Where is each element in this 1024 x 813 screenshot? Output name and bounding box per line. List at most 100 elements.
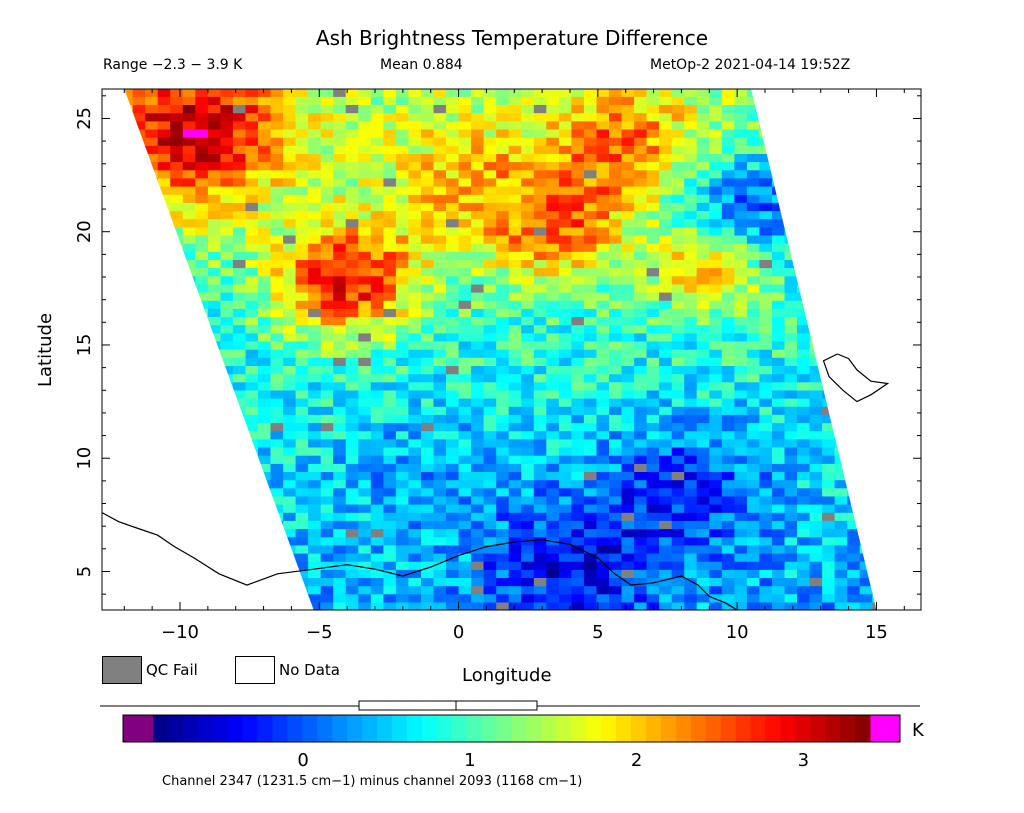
- heatmap-cell: [182, 373, 196, 383]
- heatmap-cell: [634, 137, 648, 146]
- heatmap-cell: [847, 275, 861, 285]
- heatmap-cell: [433, 495, 447, 505]
- heatmap-cell: [270, 202, 284, 212]
- heatmap-cell: [872, 479, 877, 489]
- heatmap-cell: [483, 251, 497, 260]
- heatmap-cell: [207, 89, 221, 97]
- heatmap-cell: [333, 512, 347, 521]
- heatmap-cell: [621, 536, 635, 546]
- heatmap-cell: [809, 455, 823, 464]
- heatmap-cell: [721, 430, 735, 440]
- heatmap-cell: [220, 316, 234, 326]
- heatmap-cell: [721, 89, 735, 97]
- heatmap-cell: [421, 406, 435, 415]
- heatmap-cell: [759, 202, 773, 212]
- heatmap-cell: [145, 438, 159, 448]
- heatmap-cell: [634, 406, 648, 415]
- heatmap-cell: [308, 324, 322, 334]
- heatmap-cell: [859, 381, 873, 391]
- heatmap-cell: [108, 586, 121, 595]
- heatmap-cell: [395, 120, 409, 130]
- heatmap-cell: [583, 552, 597, 562]
- colorbar-cell: [362, 715, 378, 742]
- heatmap-cell: [124, 373, 134, 383]
- heatmap-cell: [308, 128, 322, 138]
- heatmap-cell: [471, 430, 485, 440]
- heatmap-cell: [145, 234, 159, 244]
- qc-fail-cell: [232, 259, 246, 269]
- heatmap-cell: [558, 89, 572, 97]
- heatmap-cell: [609, 112, 623, 122]
- heatmap-cell: [671, 585, 685, 595]
- heatmap-cell: [182, 186, 196, 195]
- heatmap-cell: [671, 577, 685, 587]
- heatmap-cell: [634, 552, 648, 562]
- heatmap-cell: [872, 186, 877, 195]
- colorbar-slider[interactable]: [358, 700, 538, 711]
- heatmap-cell: [471, 292, 485, 301]
- heatmap-cell: [245, 528, 259, 538]
- heatmap-cell: [734, 218, 748, 228]
- heatmap-cell: [496, 120, 510, 130]
- heatmap-cell: [370, 292, 384, 301]
- heatmap-cell: [421, 128, 435, 138]
- heatmap-cell: [671, 226, 685, 236]
- heatmap-cell: [220, 275, 234, 285]
- heatmap-cell: [897, 227, 910, 236]
- heatmap-cell: [609, 601, 623, 610]
- heatmap-cell: [521, 202, 535, 212]
- heatmap-cell: [558, 365, 572, 375]
- heatmap-cell: [232, 512, 246, 521]
- heatmap-cell: [659, 414, 673, 424]
- heatmap-cell: [471, 349, 485, 358]
- heatmap-cell: [245, 601, 259, 610]
- heatmap-cell: [383, 104, 397, 114]
- heatmap-cell: [533, 406, 547, 415]
- heatmap-cell: [596, 218, 610, 228]
- heatmap-cell: [659, 601, 673, 610]
- heatmap-cell: [458, 177, 472, 187]
- heatmap-cell: [696, 275, 710, 285]
- heatmap-cell: [408, 357, 422, 366]
- heatmap-cell: [245, 340, 259, 350]
- heatmap-cell: [671, 430, 685, 440]
- heatmap-cell: [145, 552, 159, 562]
- heatmap-cell: [546, 104, 560, 114]
- heatmap-cell: [170, 104, 184, 114]
- heatmap-cell: [207, 243, 221, 252]
- heatmap-cell: [847, 234, 861, 244]
- heatmap-cell: [108, 145, 121, 154]
- heatmap-cell: [621, 373, 635, 383]
- heatmap-cell: [583, 479, 597, 489]
- heatmap-cell: [283, 300, 297, 309]
- heatmap-cell: [383, 487, 397, 497]
- heatmap-cell: [709, 552, 723, 562]
- heatmap-cell: [458, 357, 472, 366]
- heatmap-cell: [232, 137, 246, 146]
- heatmap-cell: [847, 552, 861, 562]
- heatmap-cell: [659, 153, 673, 163]
- heatmap-cell: [446, 316, 460, 326]
- heatmap-cell: [333, 145, 347, 154]
- heatmap-cell: [308, 349, 322, 358]
- heatmap-cell: [308, 512, 322, 521]
- heatmap-cell: [320, 389, 334, 399]
- heatmap-cell: [784, 161, 798, 171]
- heatmap-cell: [508, 479, 522, 489]
- heatmap-cell: [734, 267, 748, 277]
- heatmap-cell: [859, 593, 873, 603]
- heatmap-cell: [822, 479, 836, 489]
- heatmap-cell: [634, 365, 648, 375]
- heatmap-cell: [483, 340, 497, 350]
- heatmap-cell: [258, 479, 272, 489]
- heatmap-cell: [671, 177, 685, 187]
- heatmap-cell: [583, 365, 597, 375]
- heatmap-cell: [859, 300, 873, 309]
- heatmap-cell: [583, 520, 597, 530]
- heatmap-cell: [621, 422, 635, 432]
- heatmap-cell: [207, 324, 221, 334]
- heatmap-cell: [885, 488, 898, 497]
- heatmap-cell: [207, 251, 221, 260]
- heatmap-cell: [671, 128, 685, 138]
- heatmap-cell: [583, 373, 597, 383]
